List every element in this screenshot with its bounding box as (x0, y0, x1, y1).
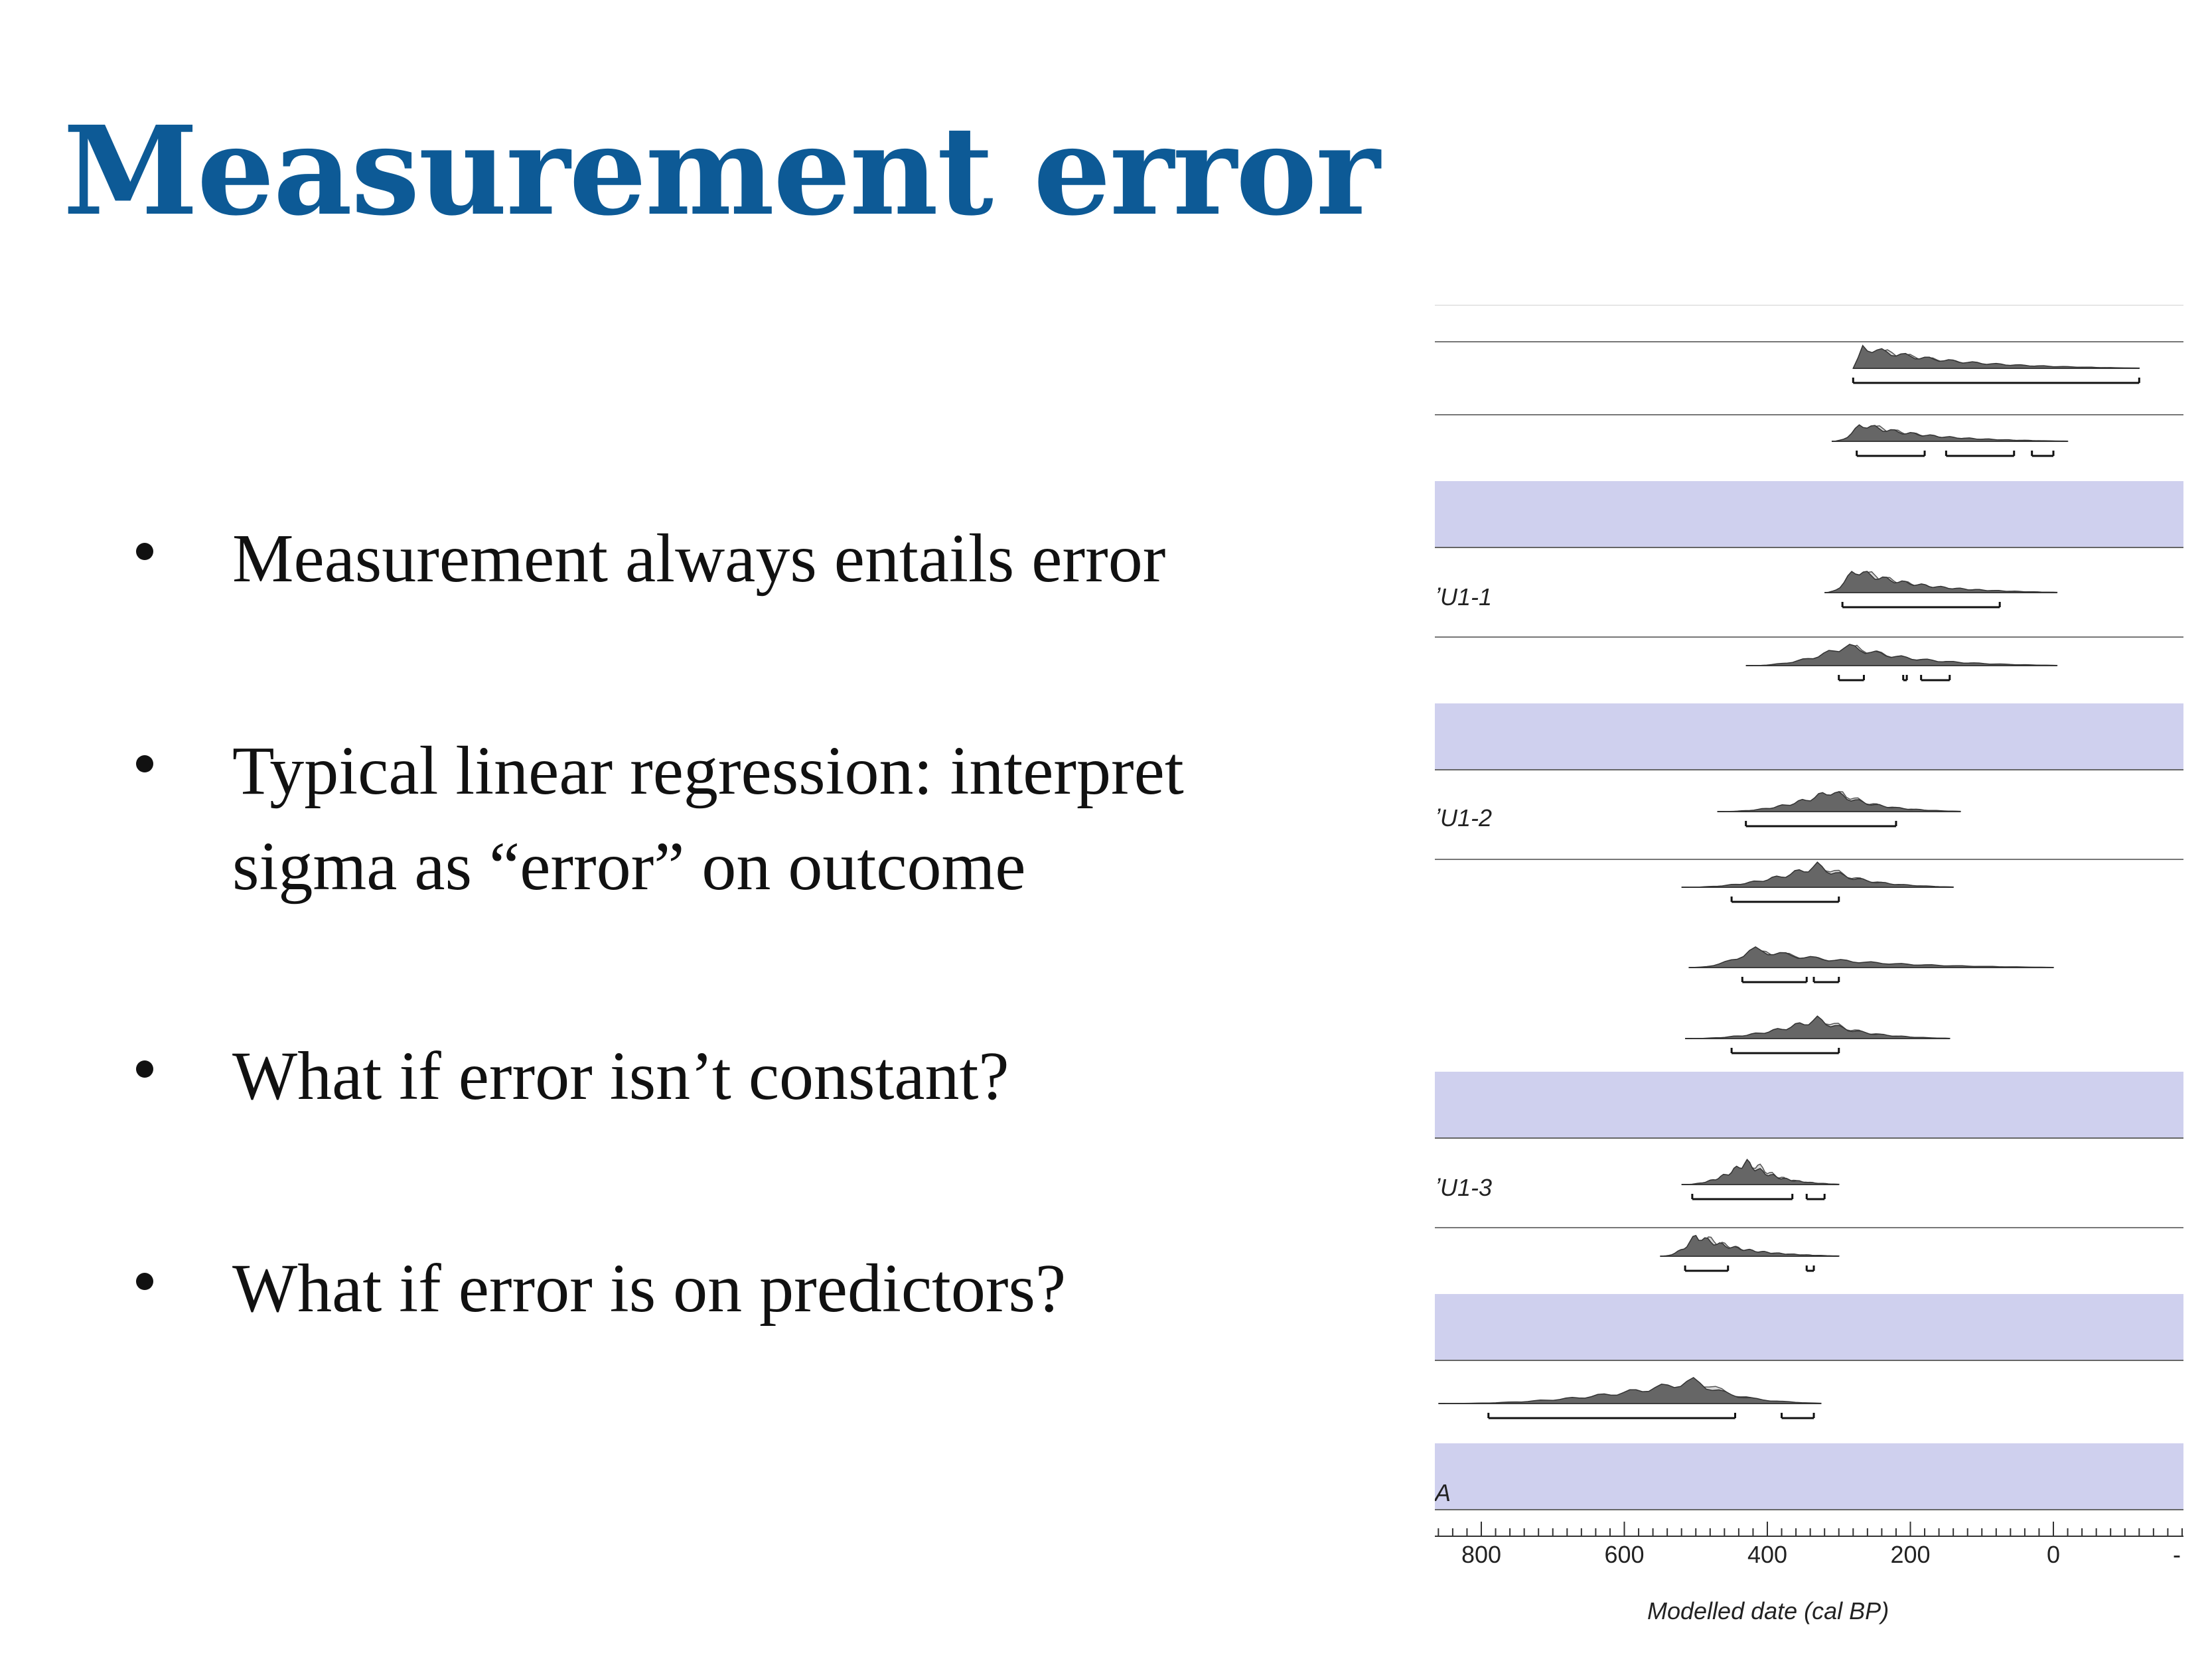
phase-band-3 (1435, 1294, 2183, 1360)
row-label: A (1435, 1479, 1451, 1506)
x-tick-label: - (2173, 1541, 2181, 1568)
row-label: ʼU1-3 (1435, 1174, 1492, 1201)
phase-band-2 (1435, 1072, 2183, 1138)
phase-band-0 (1435, 481, 2183, 547)
posterior-density (1824, 571, 2058, 593)
posterior-density (1438, 1376, 1822, 1404)
posterior-density (1852, 344, 2140, 369)
radiocarbon-figure: ʼU1-1 ʼU1-2 ʼU1-3 A 800 600 400 200 0 - Modelled d… (1435, 302, 2183, 1629)
row-label: ʼU1-1 (1435, 583, 1492, 611)
x-tick-label: 600 (1604, 1541, 1644, 1568)
posterior-density (1717, 791, 1961, 812)
posterior-density (1685, 1015, 1951, 1039)
posterior-density (1745, 644, 2058, 666)
slide-title: Measurement error (63, 100, 1380, 243)
bullet-text: What if error isn’t constant? (232, 1038, 1009, 1114)
row-label: ʼU1-2 (1435, 804, 1492, 831)
bullet-text: Typical linear regression: interpret (232, 733, 1184, 809)
modelled-date-plot: ʼU1-1 ʼU1-2 ʼU1-3 A 800 600 400 200 0 - Modelled d… (1435, 305, 2183, 1624)
x-axis-title: Modelled date (cal BP) (1647, 1597, 1889, 1624)
bullet-dot-icon (136, 1273, 153, 1290)
x-tick-label: 0 (2047, 1541, 2060, 1568)
phase-band-1 (1435, 703, 2183, 770)
posterior-density (1681, 1159, 1840, 1185)
posterior-density (1688, 946, 2054, 968)
posterior-density (1831, 424, 2069, 442)
bullet-text: Measurement always entails error (232, 520, 1166, 597)
bullet-text: What if error is on predictors? (232, 1250, 1067, 1327)
phase-band-4 (1435, 1443, 2183, 1510)
bullet-dot-icon (136, 755, 153, 772)
posterior-density (1660, 1234, 1840, 1257)
bullet-dot-icon (136, 543, 153, 560)
bullet-dot-icon (136, 1060, 153, 1078)
x-tick-label: 400 (1747, 1541, 1787, 1568)
posterior-density (1681, 861, 1954, 888)
x-tick-label: 200 (1890, 1541, 1930, 1568)
bullet-list: Measurement always entails error Typical … (136, 520, 1184, 1327)
x-tick-label: 800 (1461, 1541, 1501, 1568)
bullet-text: sigma as “error” on outcome (232, 828, 1026, 904)
